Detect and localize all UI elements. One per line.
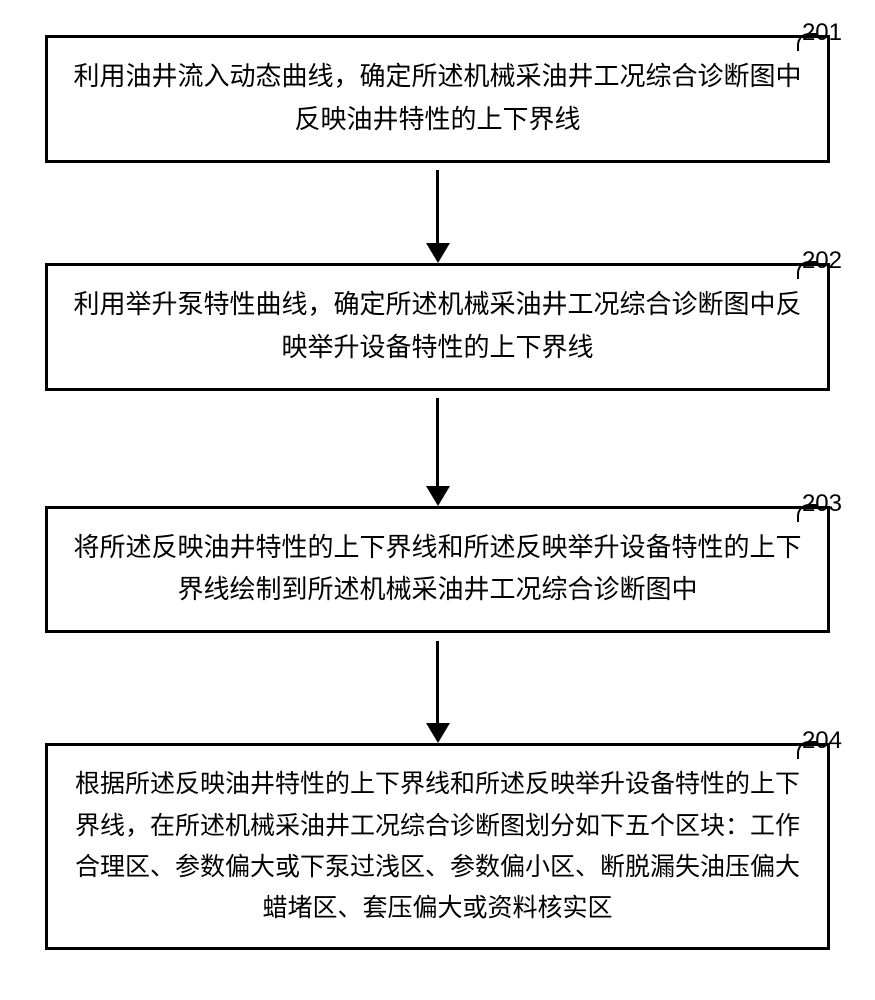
flowchart-container: 201 利用油井流入动态曲线，确定所述机械采油井工况综合诊断图中反映油井特性的上… <box>45 35 830 950</box>
step-label-204: 204 <box>802 721 842 761</box>
arrow-3 <box>45 633 830 743</box>
step-text-204: 根据所述反映油井特性的上下界线和所述反映举升设备特性的上下界线，在所述机械采油井… <box>73 764 802 929</box>
step-text-203: 将所述反映油井特性的上下界线和所述反映举升设备特性的上下界线绘制到所述机械采油井… <box>73 527 802 613</box>
step-label-203: 203 <box>802 484 842 524</box>
step-label-202: 202 <box>802 241 842 281</box>
arrow-line <box>436 398 439 498</box>
step-box-202: 202 利用举升泵特性曲线，确定所述机械采油井工况综合诊断图中反映举升设备特性的… <box>45 263 830 391</box>
step-text-202: 利用举升泵特性曲线，确定所述机械采油井工况综合诊断图中反映举升设备特性的上下界线 <box>73 284 802 370</box>
arrow-head-icon <box>426 723 450 743</box>
arrow-line <box>436 641 439 736</box>
step-label-201: 201 <box>802 13 842 53</box>
arrow-2 <box>45 391 830 506</box>
step-box-201: 201 利用油井流入动态曲线，确定所述机械采油井工况综合诊断图中反映油井特性的上… <box>45 35 830 163</box>
step-box-204: 204 根据所述反映油井特性的上下界线和所述反映举升设备特性的上下界线，在所述机… <box>45 743 830 950</box>
arrow-head-icon <box>426 486 450 506</box>
arrow-head-icon <box>426 243 450 263</box>
arrow-1 <box>45 163 830 263</box>
step-text-201: 利用油井流入动态曲线，确定所述机械采油井工况综合诊断图中反映油井特性的上下界线 <box>73 56 802 142</box>
step-box-203: 203 将所述反映油井特性的上下界线和所述反映举升设备特性的上下界线绘制到所述机… <box>45 506 830 634</box>
